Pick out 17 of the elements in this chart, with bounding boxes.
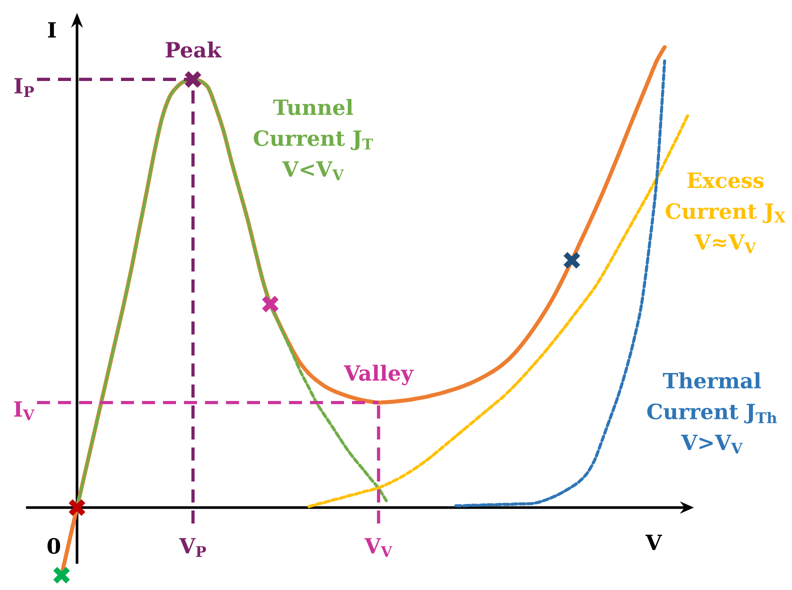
point [261, 294, 280, 314]
y-axis-title: I [48, 22, 56, 38]
ref-line-label: I$_{V}$ [14, 401, 34, 420]
x-axis-title: V [645, 534, 662, 550]
point [184, 70, 202, 89]
annotation: Peak [166, 42, 222, 58]
point [52, 566, 71, 584]
x-tick-label: V$_{V}$ [364, 538, 392, 557]
ref-line-label: I$_{P}$ [14, 78, 34, 97]
x-tick-label: 0 [48, 538, 60, 554]
x-tick-label: V$_{P}$ [179, 538, 206, 557]
point [562, 251, 581, 270]
text: Tunnel Current J$_{T}$ V<V$_{V}$ [254, 98, 373, 180]
text: Excess Current J$_{X}$ V≈V$_{V}$ [666, 172, 786, 254]
text: Thermal Current J$_{Th}$ V>V$_{V}$ [647, 372, 777, 454]
point [68, 498, 86, 517]
annotation: Valley [344, 364, 414, 386]
